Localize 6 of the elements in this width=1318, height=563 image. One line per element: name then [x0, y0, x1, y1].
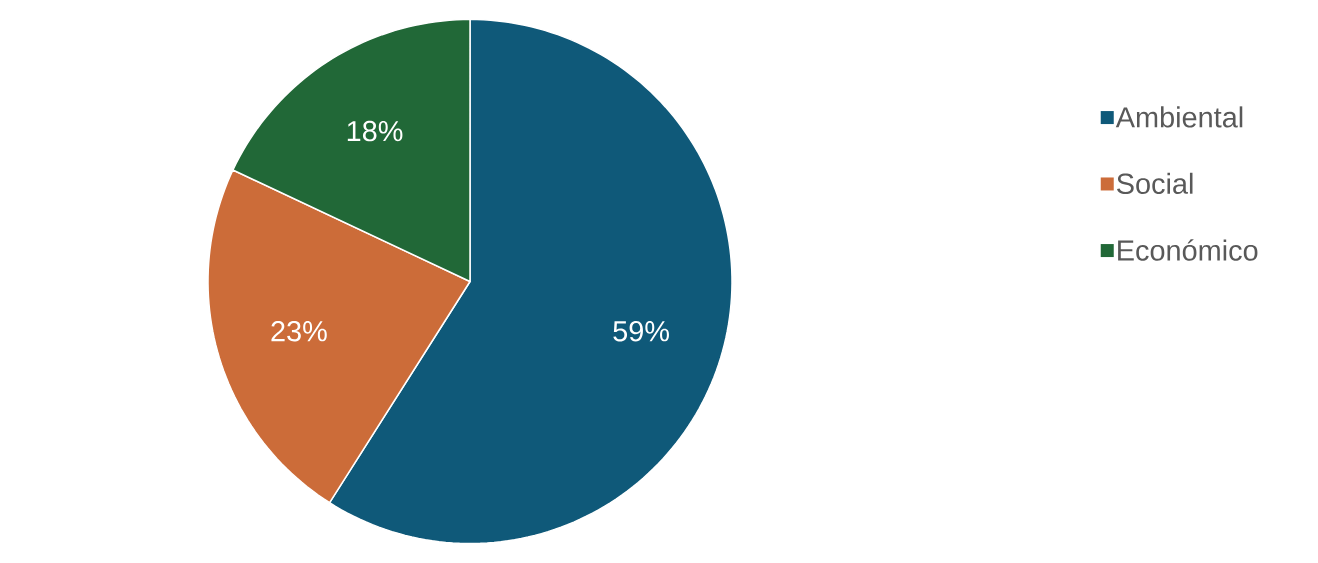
data-label: 23% [271, 320, 327, 342]
data-label: 59% [613, 320, 669, 342]
legend-label: Ambiental [1115, 106, 1243, 128]
legend-label: Social [1117, 172, 1193, 194]
legend-label: Económico [1118, 239, 1258, 261]
data-label: 18% [347, 120, 403, 142]
